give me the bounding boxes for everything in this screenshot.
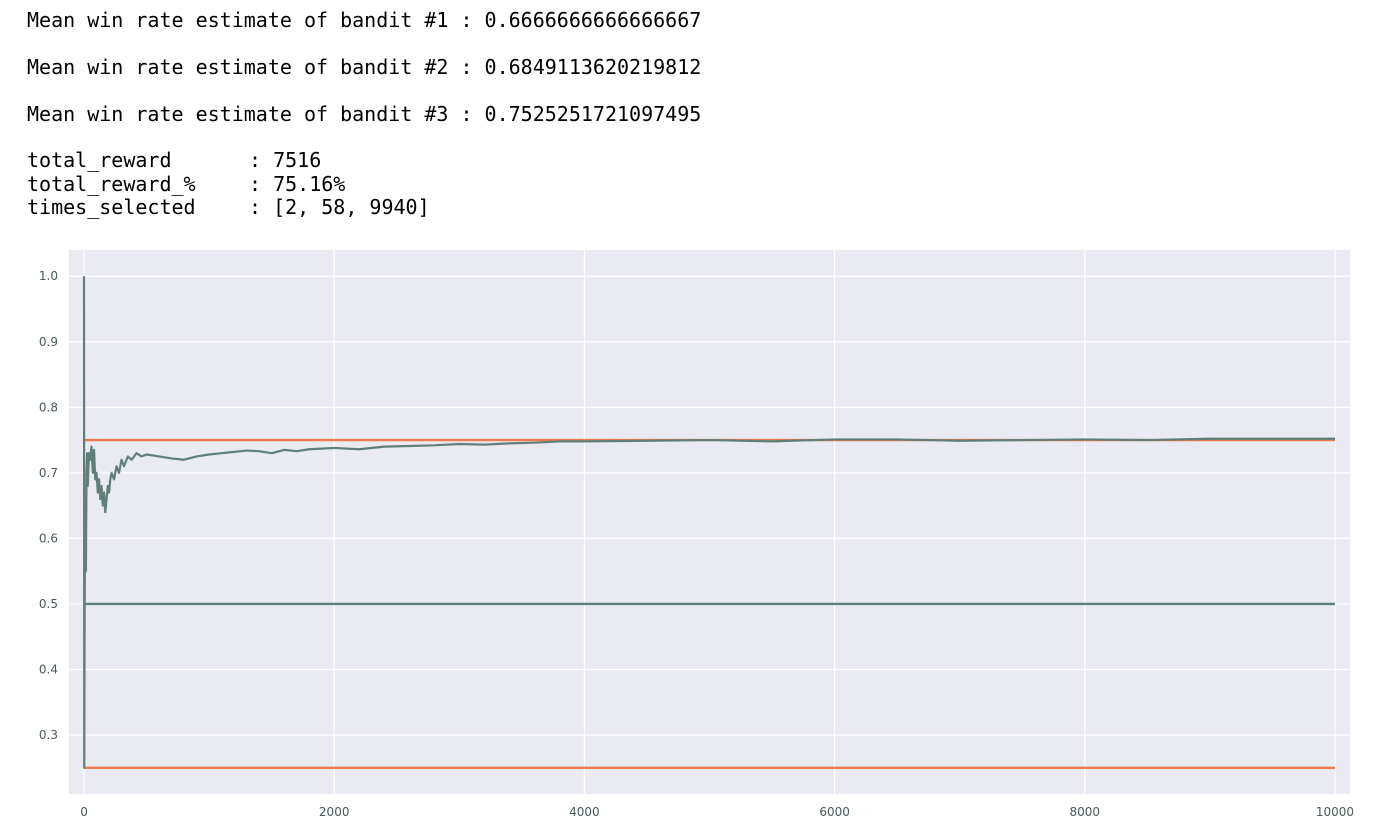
x-tick-label: 2000	[319, 805, 350, 819]
stat-label: total_reward	[27, 148, 172, 172]
y-tick-label: 0.9	[39, 335, 58, 349]
y-tick-label: 0.3	[39, 728, 58, 742]
stat-label: times_selected	[27, 195, 196, 219]
stat-label: total_reward_%	[27, 171, 196, 196]
y-tick-label: 0.7	[39, 466, 58, 480]
y-tick-label: 0.4	[39, 662, 58, 676]
stat-value: : [2, 58, 9940]	[249, 195, 430, 219]
console-output: Mean win rate estimate of bandit #1 : 0.…	[27, 8, 701, 220]
x-tick-label: 6000	[819, 805, 850, 819]
x-tick-label: 10000	[1316, 805, 1354, 819]
y-tick-label: 0.8	[39, 400, 58, 414]
stat-row-times-selected: times_selected : [2, 58, 9940]	[27, 195, 701, 220]
stat-row-total-reward-pct: total_reward_% : 75.16%	[27, 171, 701, 197]
stat-value: : 75.16%	[249, 171, 346, 196]
bandit-estimate-line: Mean win rate estimate of bandit #2 : 0.…	[27, 55, 702, 79]
y-tick-label: 1.0	[39, 269, 58, 283]
x-tick-label: 4000	[569, 805, 600, 819]
stat-row-total-reward: total_reward : 7516	[27, 148, 701, 173]
bandit-estimate-line: Mean win rate estimate of bandit #1 : 0.…	[27, 8, 702, 32]
x-tick-label: 0	[80, 805, 88, 819]
series-line-0	[82, 276, 1335, 769]
y-tick-label: 0.6	[39, 531, 58, 545]
stat-value: : 7516	[249, 148, 322, 172]
bandit-estimate-line: Mean win rate estimate of bandit #3 : 0.…	[27, 102, 702, 126]
x-tick-label: 8000	[1070, 805, 1101, 819]
y-tick-label: 0.5	[39, 597, 58, 611]
plot-area	[69, 250, 1350, 794]
